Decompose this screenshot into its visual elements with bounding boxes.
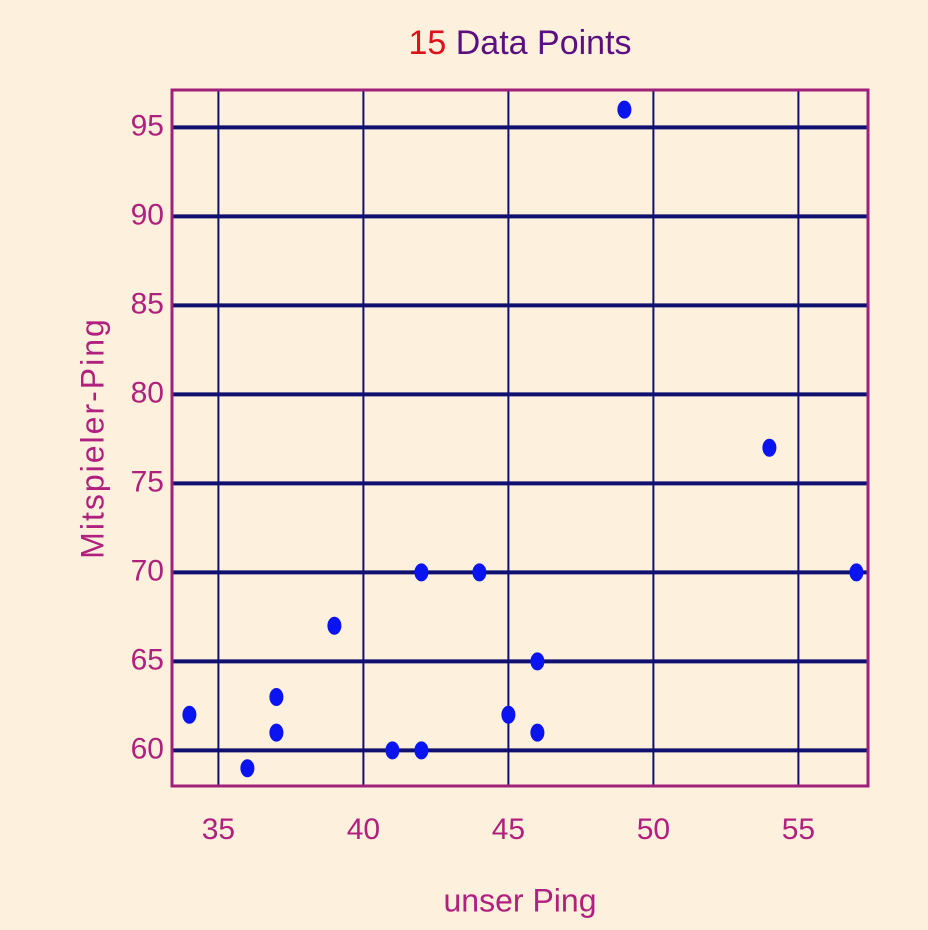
point [501,705,516,724]
title-count: 15 [408,24,446,62]
y-tick-label: 75 [131,465,164,498]
point [269,687,284,706]
point [472,563,487,582]
x-axis-label: unser Ping [444,882,597,918]
x-tick-label: 55 [782,813,815,846]
y-tick-label: 90 [131,198,164,231]
plot-frame [170,88,870,788]
y-tick-label: 80 [131,376,164,409]
point [530,723,545,742]
y-tick-label: 65 [131,643,164,676]
y-tick-label: 70 [131,554,164,587]
y-axis-label: Mitspieler-Ping [74,317,110,559]
y-tick-label: 95 [131,109,164,142]
x-tick-label: 35 [202,813,235,846]
point [617,100,632,119]
title-text: Data Points [456,24,632,62]
point [414,563,429,582]
point [762,438,777,457]
y-tick-label: 60 [131,732,164,765]
point [327,616,342,635]
point [530,652,545,671]
y-tick-label: 85 [131,287,164,320]
point [182,705,197,724]
chart-title: 15 Data Points [408,24,631,62]
x-tick-label: 40 [347,813,380,846]
x-tick-label: 50 [637,813,670,846]
point [269,723,284,742]
point [385,741,400,760]
point [414,741,429,760]
x-tick-label: 45 [492,813,525,846]
point [240,759,255,778]
point [849,563,864,582]
